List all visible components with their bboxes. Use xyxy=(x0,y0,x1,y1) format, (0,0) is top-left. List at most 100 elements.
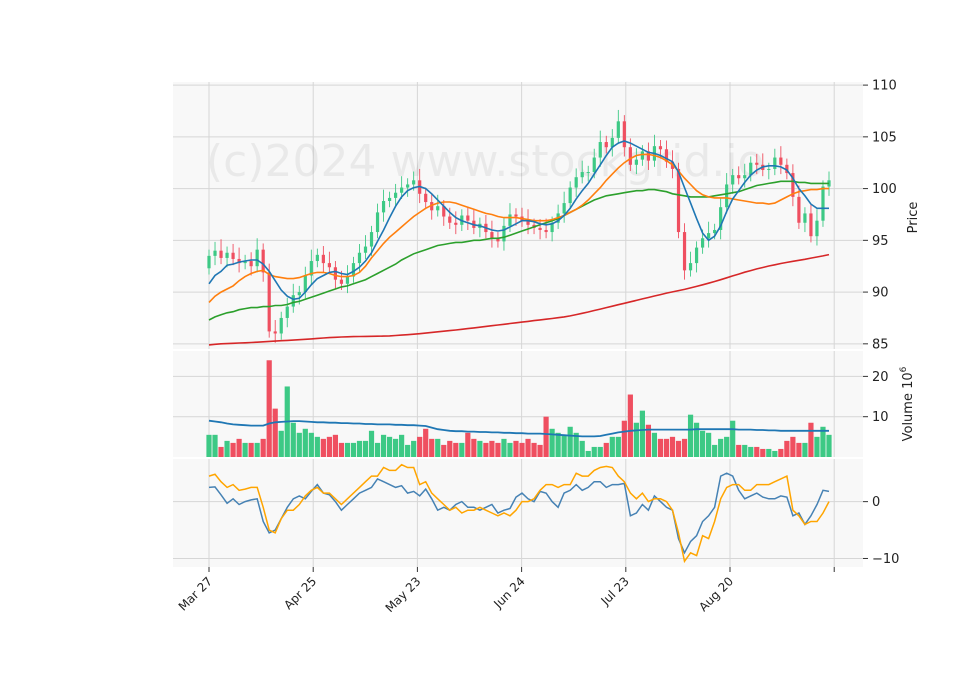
volume-bar xyxy=(730,420,736,457)
volume-bar xyxy=(393,438,399,457)
candle-body xyxy=(586,172,590,174)
price-panel xyxy=(173,82,863,349)
volume-bar xyxy=(236,438,242,457)
volume-bar xyxy=(386,436,393,457)
volume-bar xyxy=(459,442,465,457)
volume-bar xyxy=(748,446,754,457)
candle-body xyxy=(725,184,729,208)
candle-body xyxy=(285,306,289,318)
candle-body xyxy=(821,186,825,221)
volume-bar xyxy=(561,434,567,457)
candle-body xyxy=(508,214,512,226)
candle-body xyxy=(207,255,211,269)
x-tick-label: May 23 xyxy=(383,574,424,615)
candle-body xyxy=(604,142,608,148)
candle-body xyxy=(809,213,813,237)
candle-body xyxy=(345,276,350,284)
volume-bar xyxy=(399,434,405,457)
volume-bar xyxy=(693,422,700,457)
volume-bar xyxy=(657,438,664,457)
volume-bar xyxy=(411,440,417,457)
volume-bar xyxy=(796,442,802,457)
volume-bar xyxy=(314,436,320,457)
x-tick-label: Jun 24 xyxy=(490,574,527,611)
candle-body xyxy=(737,175,741,179)
candle-body xyxy=(646,151,651,161)
candle-body xyxy=(622,121,626,148)
volume-bar xyxy=(543,416,549,457)
candle-body xyxy=(297,292,301,296)
y-tick-label: 100 xyxy=(872,182,897,197)
volume-bar xyxy=(242,442,248,457)
x-tick-label: Mar 27 xyxy=(176,574,215,613)
volume-bar xyxy=(507,442,513,457)
candle-body xyxy=(682,232,687,271)
volume-bar xyxy=(308,432,314,457)
ma-mid-line xyxy=(208,153,829,303)
volume-bar xyxy=(712,444,718,457)
volume-bar xyxy=(206,434,212,457)
candle-body xyxy=(339,279,344,284)
candle-body xyxy=(628,147,632,165)
volume-bar xyxy=(537,444,543,457)
candle-body xyxy=(610,137,614,148)
volume-bar xyxy=(435,438,441,457)
candle-body xyxy=(592,157,596,173)
candle-body xyxy=(243,261,247,264)
candle-body xyxy=(514,214,518,217)
volume-bar xyxy=(718,438,724,457)
candle-body xyxy=(688,263,693,271)
candle-body xyxy=(526,220,530,225)
volume-bar xyxy=(573,432,579,457)
volume-bar xyxy=(814,436,820,457)
volume-bar xyxy=(784,440,790,457)
ma-long-line xyxy=(208,253,830,346)
candle-body xyxy=(598,142,602,158)
volume-bar xyxy=(591,446,597,457)
candle-body xyxy=(303,275,307,293)
candle-body xyxy=(803,213,807,223)
candle-body xyxy=(779,157,783,165)
volume-bar xyxy=(260,438,266,457)
volume-bar xyxy=(597,446,603,457)
volume-bar xyxy=(344,442,351,457)
candle-body xyxy=(538,227,542,230)
candle-body xyxy=(658,146,663,150)
volume-bar xyxy=(489,440,495,457)
candle-body xyxy=(664,149,669,162)
candle-body xyxy=(700,238,705,248)
volume-bar xyxy=(531,442,537,457)
candle-body xyxy=(357,252,362,264)
volume-bar xyxy=(645,424,652,457)
volume-bar xyxy=(272,408,278,457)
volume-bar xyxy=(820,426,826,457)
volume-bar xyxy=(826,434,832,457)
volume-bar xyxy=(501,438,507,457)
candle-body xyxy=(448,216,452,223)
candle-body xyxy=(315,254,319,262)
y-tick-label: 105 xyxy=(872,130,897,145)
volume-bar xyxy=(603,442,609,457)
volume-bar xyxy=(405,444,411,457)
volume-bar xyxy=(423,428,429,457)
volume-bar xyxy=(332,434,339,457)
volume-bar xyxy=(302,428,308,457)
volume-bar xyxy=(579,440,585,457)
volume-bar xyxy=(495,442,501,457)
candle-body xyxy=(261,249,265,273)
price-axis-label: Price xyxy=(906,202,921,234)
volume-bar xyxy=(687,414,694,457)
volume-bar xyxy=(326,436,332,457)
candle-body xyxy=(442,206,446,217)
candle-body xyxy=(713,229,717,234)
candle-body xyxy=(568,187,572,204)
volume-bar xyxy=(483,442,489,457)
volume-bar xyxy=(760,448,766,457)
candle-body xyxy=(634,159,638,165)
candle-body xyxy=(676,168,681,233)
volume-bar xyxy=(681,438,688,457)
volume-bar xyxy=(356,440,363,457)
volume-bar xyxy=(224,440,230,457)
candle-body xyxy=(321,254,325,264)
